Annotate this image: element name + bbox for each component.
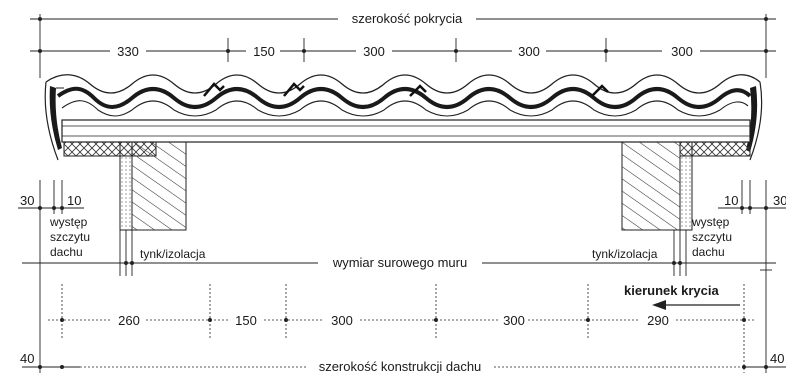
bottom-segment-1: 260 — [118, 313, 140, 328]
bottom-segment-2: 150 — [235, 313, 257, 328]
left-overhang-line-2: szczytu — [50, 230, 90, 244]
top-segment-3: 300 — [363, 44, 385, 59]
right-dim-10: 10 — [724, 193, 738, 208]
right-overhang-label: występ szczytu dachu — [691, 215, 732, 259]
wall-left — [119, 141, 187, 231]
bottom-left-40: 40 — [20, 351, 34, 366]
covering-direction-label: kierunek krycia — [624, 283, 719, 298]
bottom-segment-4: 300 — [503, 313, 525, 328]
right-edge-dimensions: 10 30 — [718, 180, 786, 373]
bottom-segment-3: 300 — [331, 313, 353, 328]
verge-tile-right — [746, 81, 763, 161]
top-segment-5: 300 — [671, 44, 693, 59]
right-overhang-line-1: występ — [691, 215, 730, 229]
bottom-segment-dimensions: 260 150 300 300 290 — [48, 284, 756, 373]
right-overhang-line-2: szczytu — [692, 230, 732, 244]
left-plaster-label: tynk/izolacja — [140, 247, 206, 261]
roof-battens — [61, 119, 751, 143]
wall-dimension-label: wymiar surowego muru — [332, 255, 467, 270]
right-plaster-label: tynk/izolacja — [592, 247, 658, 261]
left-overhang-line-1: występ — [49, 215, 88, 229]
left-overhang-line-3: dachu — [50, 245, 83, 259]
wall-dimension: wymiar surowego muru tynk/izolacja tynk/… — [22, 230, 776, 276]
left-edge-dimensions: 30 10 — [18, 180, 84, 373]
top-segment-2: 150 — [253, 44, 275, 59]
arrow-left-icon — [652, 300, 666, 310]
right-dim-30: 30 — [773, 193, 786, 208]
bottom-overall-label: szerokość konstrukcji dachu — [319, 359, 482, 373]
right-overhang-line-3: dachu — [692, 245, 725, 259]
top-overall-label: szerokość pokrycia — [352, 11, 463, 26]
covering-direction: kierunek krycia — [624, 283, 740, 310]
roof-tiles — [45, 74, 761, 117]
top-segment-4: 300 — [518, 44, 540, 59]
bottom-right-40: 40 — [770, 351, 784, 366]
top-overall-dimension: szerokość pokrycia — [30, 11, 776, 78]
left-dim-30: 30 — [20, 193, 34, 208]
left-dim-10: 10 — [67, 193, 81, 208]
wall-right — [621, 141, 693, 231]
bottom-overall-dimension: 40 40 szerokość konstrukcji dachu — [20, 351, 786, 373]
bottom-segment-5: 290 — [647, 313, 669, 328]
verge-tile-left — [44, 81, 64, 161]
top-segment-1: 330 — [117, 44, 139, 59]
top-segment-dimensions: 330 150 300 300 300 — [30, 38, 776, 62]
left-overhang-label: występ szczytu dachu — [49, 215, 90, 259]
